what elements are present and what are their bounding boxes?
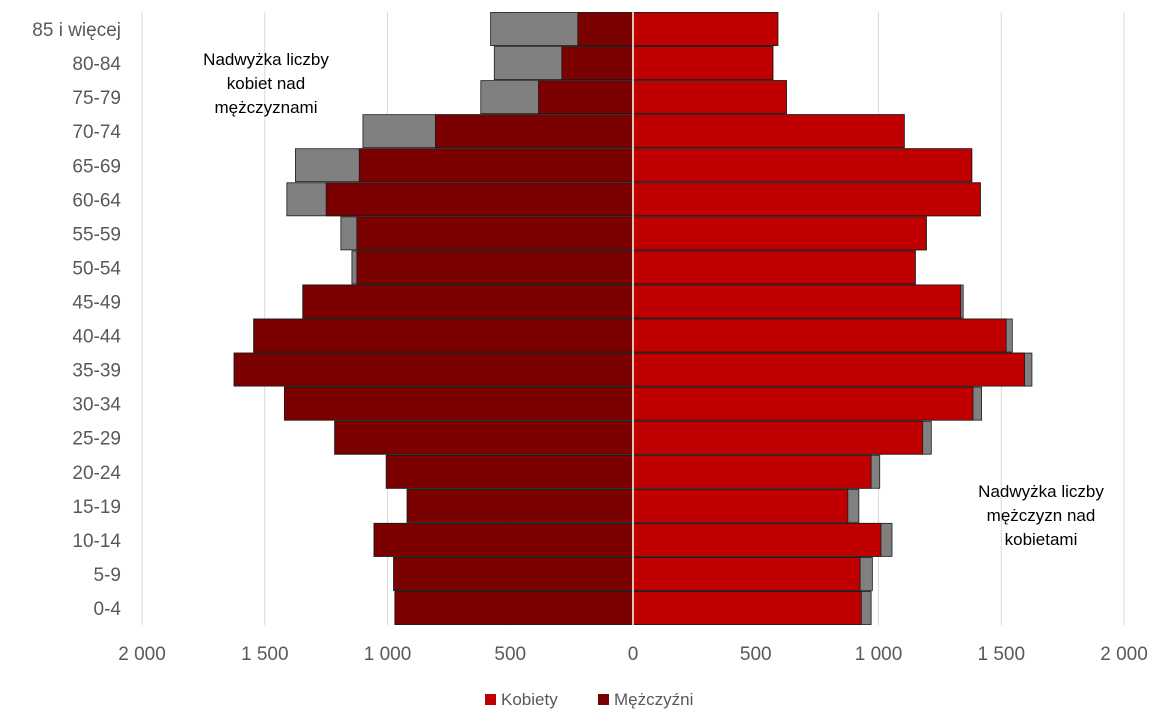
bar-kobiety: [632, 522, 882, 557]
gridlines: [141, 12, 1125, 625]
bar-mezczyzni: [356, 250, 634, 285]
y-tick-label: 10-14: [72, 531, 121, 552]
bar-mezczyzni: [538, 80, 634, 115]
y-tick-label: 75-79: [72, 88, 121, 109]
y-tick-label: 5-9: [94, 565, 121, 586]
bar-kobiety: [632, 148, 973, 183]
bar-kobiety: [632, 250, 916, 285]
x-tick-label: 2 000: [1100, 644, 1148, 665]
bar-kobiety: [632, 352, 1025, 387]
y-tick-labels: 85 i więcej 80-84 75-79 70-74 65-69 60-64 55-5…: [32, 20, 121, 620]
bar-kobiety: [632, 284, 962, 319]
annotation-line: mężczyzn nad: [987, 506, 1096, 525]
annotation-line: Nadwyżka liczby: [203, 50, 329, 69]
y-tick-label: 25-29: [72, 429, 121, 450]
bar-kobiety: [632, 182, 981, 217]
bar-mezczyzni: [385, 454, 634, 489]
bar-mezczyzni: [325, 182, 634, 217]
bar-mezczyzni: [233, 352, 634, 387]
y-tick-label: 65-69: [72, 156, 121, 177]
y-tick-label: 85 i więcej: [32, 20, 121, 41]
bar-mezczyzni: [406, 488, 634, 523]
y-tick-label: 50-54: [72, 258, 121, 279]
x-tick-labels: 2 000 1 500 1 000 500 0 500 1 000 1 500 2 000: [118, 644, 1148, 665]
x-tick-label: 1 000: [855, 644, 903, 665]
annotation-line: Nadwyżka liczby: [978, 482, 1104, 501]
bar-kobiety: [632, 488, 849, 523]
y-tick-label: 40-44: [72, 327, 121, 348]
bar-mezczyzni: [561, 46, 634, 81]
bar-mezczyzni: [434, 114, 634, 149]
x-tick-label: 1 500: [241, 644, 289, 665]
y-tick-label: 15-19: [72, 497, 121, 518]
y-tick-label: 30-34: [72, 395, 121, 416]
bar-mezczyzni: [253, 318, 634, 353]
bar-mezczyzni: [302, 284, 634, 319]
bar-mezczyzni: [358, 148, 634, 183]
x-tick-label: 500: [740, 644, 772, 665]
annotation-line: kobiet nad: [227, 74, 305, 93]
y-tick-label: 45-49: [72, 292, 121, 313]
y-tick-label: 20-24: [72, 463, 121, 484]
bar-kobiety: [632, 12, 779, 46]
bar-kobiety: [632, 591, 862, 625]
bar-kobiety: [632, 420, 924, 455]
x-tick-label: 0: [628, 644, 639, 665]
x-tick-label: 500: [494, 644, 526, 665]
bar-kobiety: [632, 386, 974, 421]
bar-mezczyzni: [283, 386, 634, 421]
bar-kobiety: [632, 318, 1007, 353]
bar-mezczyzni: [577, 12, 634, 46]
y-tick-label: 55-59: [72, 224, 121, 245]
annotation-line: mężczyznami: [215, 98, 318, 117]
bar-kobiety: [632, 46, 774, 81]
legend: Kobiety Mężczyźni: [485, 690, 693, 709]
x-tick-label: 2 000: [118, 644, 166, 665]
y-tick-label: 35-39: [72, 361, 121, 382]
y-tick-label: 0-4: [94, 599, 122, 620]
annotation-line: kobietami: [1005, 530, 1078, 549]
bar-kobiety: [632, 114, 905, 149]
x-tick-label: 1 000: [364, 644, 412, 665]
legend-swatch: [485, 694, 496, 705]
y-tick-label: 60-64: [72, 190, 121, 211]
bar-kobiety: [632, 216, 927, 251]
bar-kobiety: [632, 454, 872, 489]
y-tick-label: 80-84: [72, 54, 121, 75]
bar-mezczyzni: [356, 216, 634, 251]
annotations: Nadwyżka liczby kobiet nad mężczyznami Nadw…: [203, 50, 1104, 549]
bar-mezczyzni: [373, 522, 634, 557]
legend-label: Mężczyźni: [614, 690, 693, 709]
bar-kobiety: [632, 80, 787, 115]
x-tick-label: 1 500: [977, 644, 1025, 665]
legend-swatch: [598, 694, 609, 705]
bar-mezczyzni: [393, 556, 634, 591]
y-tick-label: 70-74: [72, 122, 121, 143]
legend-label: Kobiety: [501, 690, 558, 709]
bar-mezczyzni: [394, 591, 634, 625]
bar-mezczyzni: [334, 420, 634, 455]
bar-kobiety: [632, 556, 861, 591]
